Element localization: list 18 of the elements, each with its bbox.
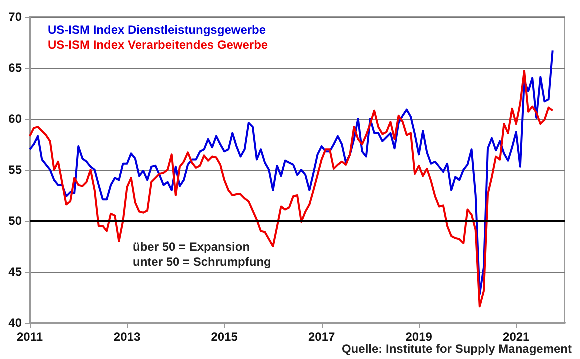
y-tick-label: 45 <box>8 265 22 279</box>
y-tick-label: 50 <box>8 214 22 228</box>
x-tick-label: 2013 <box>114 330 141 344</box>
annotation: unter 50 = Schrumpfung <box>133 255 272 269</box>
source-note: Quelle: Institute for Supply Management <box>342 342 572 356</box>
x-tick-label: 2011 <box>16 330 44 344</box>
y-tick-label: 55 <box>8 163 22 177</box>
text: US-ISM Index Verarbeitendes Gewerbe <box>48 38 268 52</box>
y-tick-label: 65 <box>8 61 22 75</box>
x-tick-label: 2015 <box>211 330 238 344</box>
y-tick-label: 60 <box>8 112 22 126</box>
x-tick-label: 2019 <box>406 330 433 344</box>
y-tick-label: 40 <box>8 316 22 330</box>
annotation: über 50 = Expansion <box>133 240 250 254</box>
x-tick-label: 2017 <box>308 330 336 344</box>
text: US-ISM Index Dienstleistungsgewerbe <box>48 23 266 37</box>
x-tick-label: 2021 <box>503 330 530 344</box>
y-tick-label: 70 <box>8 10 22 24</box>
